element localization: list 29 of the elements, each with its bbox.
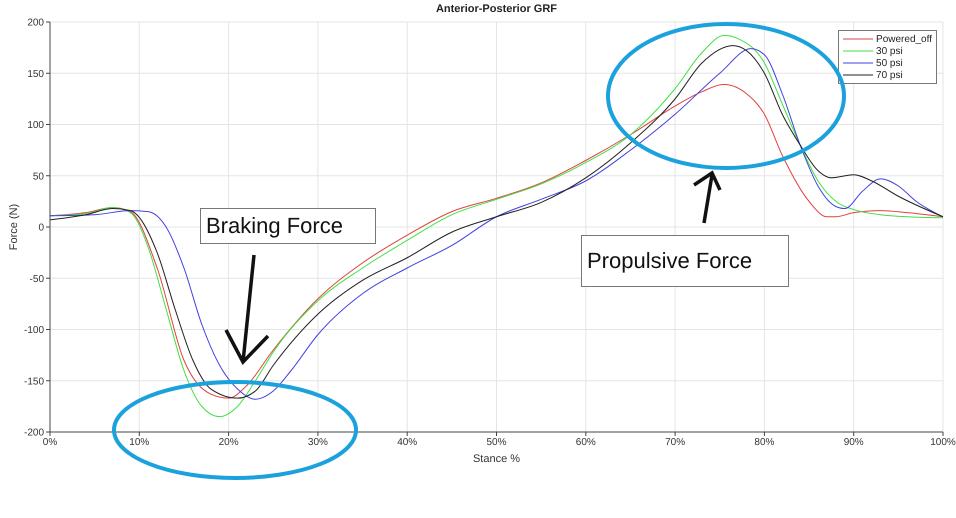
legend-label: 50 psi (876, 58, 903, 68)
legend-label: Powered_off (876, 34, 932, 44)
y-tick-label: -150 (24, 376, 44, 388)
annotation: Braking Force (200, 208, 376, 244)
annotation: Propulsive Force (581, 235, 789, 287)
y-tick-label: -50 (30, 274, 44, 285)
y-tick-label: 150 (27, 68, 44, 80)
x-tick-label: 50% (486, 437, 507, 448)
chart-title: Anterior-Posterior GRF (434, 3, 558, 15)
y-axis-title: Force (N) (8, 204, 20, 250)
y-tick-label: 200 (27, 18, 44, 29)
x-tick-label: 30% (308, 437, 328, 448)
x-tick-label: 90% (844, 437, 864, 448)
y-tick-label: 100 (27, 120, 44, 132)
y-tick-label: -200 (24, 428, 44, 439)
legend-label: 30 psi (876, 46, 903, 56)
legend-label: 70 psi (876, 70, 903, 80)
x-tick-label: 20% (218, 437, 239, 448)
x-tick-label: 40% (397, 437, 418, 448)
y-tick-label: 50 (32, 171, 44, 182)
x-tick-label: 10% (129, 437, 150, 448)
x-tick-label: 70% (665, 437, 686, 448)
y-tick-label: 0 (38, 222, 44, 234)
x-tick-label: 60% (576, 437, 596, 448)
x-tick-label: 100% (930, 437, 956, 448)
y-tick-label: -100 (24, 325, 44, 336)
x-axis-title: Stance % (472, 453, 520, 465)
x-tick-label: 0% (42, 437, 58, 448)
x-tick-label: 80% (754, 437, 775, 448)
